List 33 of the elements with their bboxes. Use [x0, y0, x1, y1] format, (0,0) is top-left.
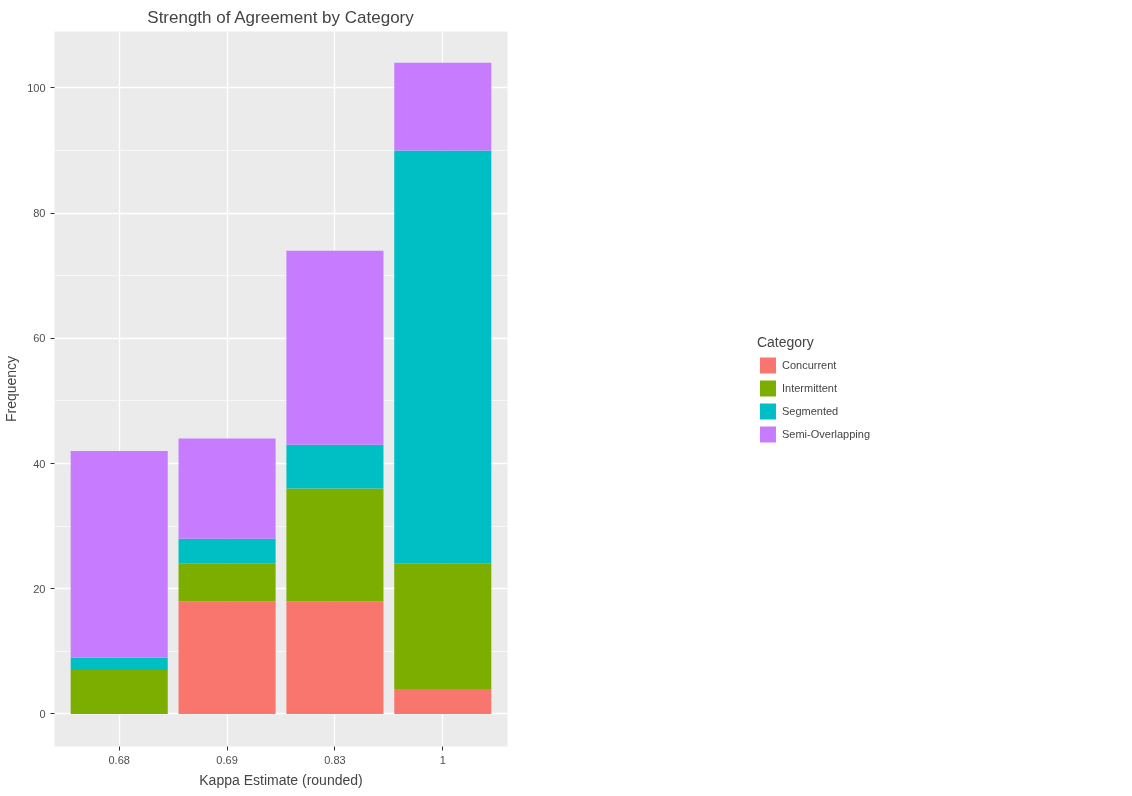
- bar: [178, 538, 276, 564]
- x-tick-label: 0.83: [324, 753, 346, 766]
- legend-label: Segmented: [781, 404, 839, 417]
- bar: [394, 688, 492, 714]
- x-tick-label: 0.69: [216, 753, 238, 766]
- y-tick-label: 20: [33, 582, 46, 595]
- x-axis-title: Kappa Estimate (rounded): [199, 771, 363, 788]
- legend-label: Concurrent: [781, 358, 837, 371]
- legend-label: Intermittent: [781, 381, 838, 394]
- chart-title: Strength of Agreement by Category: [147, 7, 415, 27]
- bar: [394, 563, 492, 689]
- bar: [394, 62, 492, 151]
- y-tick-label: 60: [33, 332, 46, 345]
- x-tick-label: 0.68: [108, 753, 130, 766]
- bar: [178, 563, 276, 602]
- bar: [286, 444, 384, 489]
- bar: [178, 601, 276, 714]
- y-tick-label: 40: [33, 457, 46, 470]
- bar: [394, 150, 492, 564]
- bar: [70, 450, 168, 658]
- y-tick-label: 0: [39, 707, 46, 720]
- y-tick-label: 80: [33, 207, 46, 220]
- y-tick-label: 100: [27, 81, 46, 94]
- y-axis-title: Frequency: [3, 355, 20, 423]
- bar: [178, 438, 276, 539]
- legend-title: Category: [756, 333, 815, 350]
- bar: [286, 601, 384, 714]
- bar: [70, 670, 168, 714]
- legend-label: Semi-Overlapping: [781, 427, 871, 440]
- bar: [70, 657, 168, 671]
- x-tick-label: 1: [439, 753, 446, 766]
- bar: [286, 488, 384, 602]
- bar: [286, 250, 384, 445]
